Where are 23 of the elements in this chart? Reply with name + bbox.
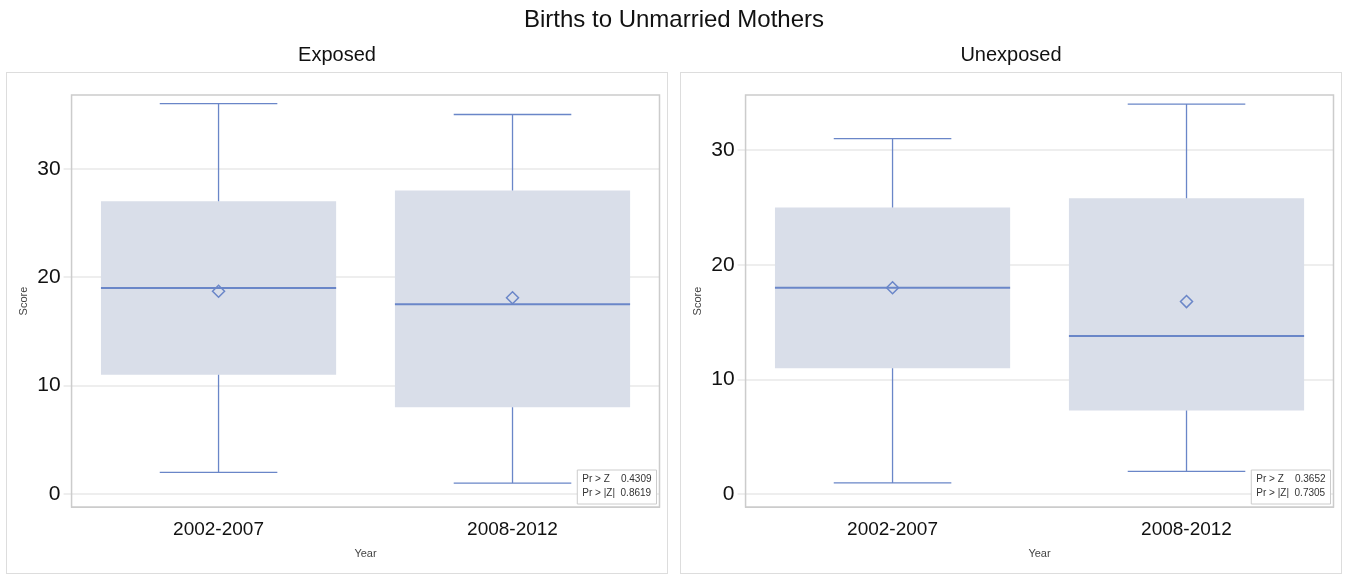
y-axis-title: Score	[16, 286, 29, 316]
x-axis-title: Year	[1028, 547, 1051, 560]
y-tick-label: 10	[37, 372, 61, 396]
y-tick-label: 0	[722, 481, 735, 505]
y-tick-label: 30	[711, 136, 735, 160]
annotation: Pr > |Z| 0.8619	[582, 486, 652, 498]
y-tick-label: 10	[711, 366, 735, 390]
chart-subtitle: Exposed	[297, 42, 377, 67]
x-axis-title: Year	[354, 547, 377, 560]
x-tick-label: 2008-2012	[467, 517, 558, 539]
x-tick-label: 2002-2007	[173, 517, 264, 539]
x-tick-label: 2002-2007	[847, 517, 938, 539]
chart-title: Births to Unmarried Mothers	[522, 4, 826, 34]
y-tick-label: 20	[711, 251, 735, 275]
y-tick-label: 0	[48, 480, 61, 504]
annotation: Pr > Z 0.3652	[1256, 472, 1326, 484]
x-tick-label: 2008-2012	[1141, 517, 1232, 539]
y-axis-title: Score	[690, 286, 703, 316]
annotation: Pr > |Z| 0.7305	[1256, 486, 1326, 498]
y-tick-label: 30	[37, 155, 61, 179]
y-tick-label: 20	[37, 263, 61, 287]
chart-subtitle: Unexposed	[959, 42, 1063, 67]
annotation: Pr > Z 0.4309	[582, 472, 652, 484]
